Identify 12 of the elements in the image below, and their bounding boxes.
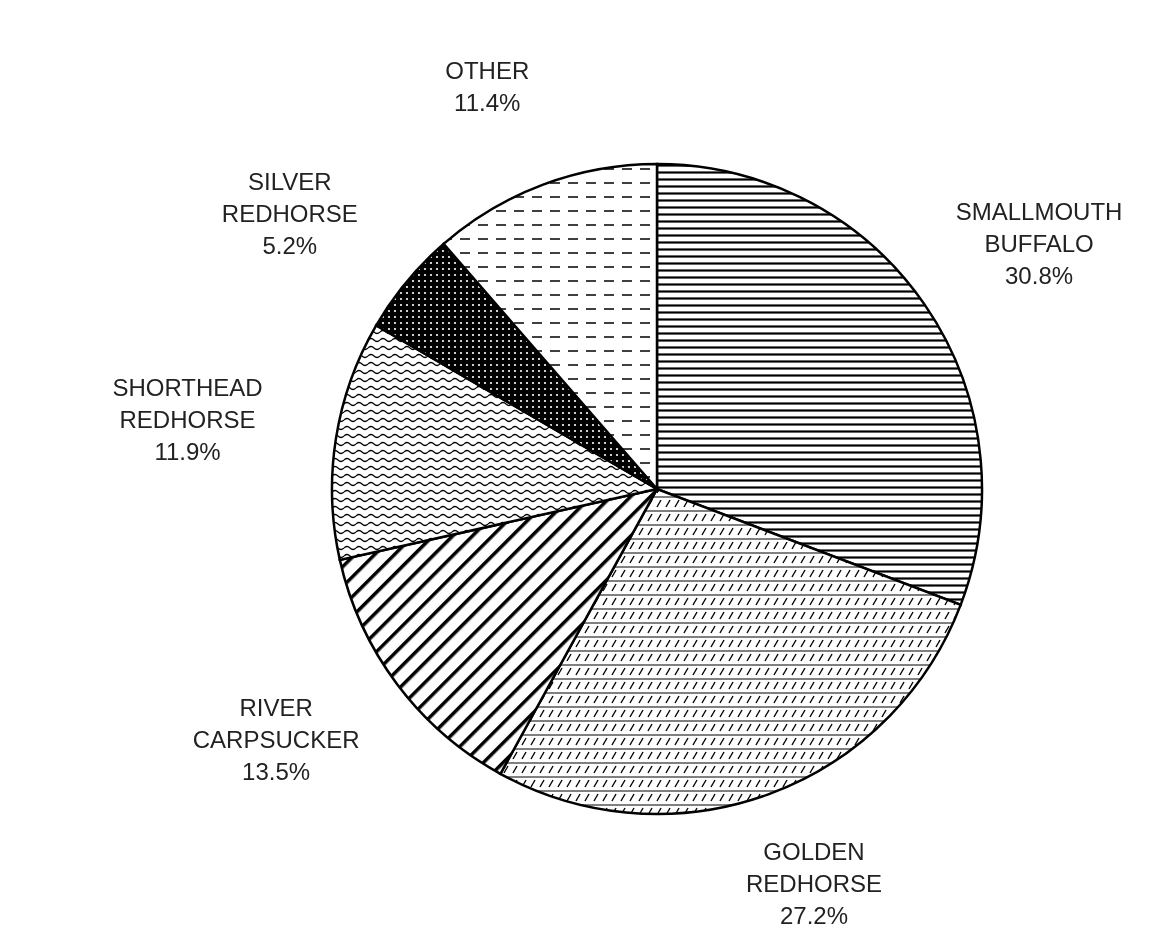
slice-label: SHORTHEAD REDHORSE: [112, 373, 263, 433]
slice-label: SMALLMOUTH BUFFALO: [955, 197, 1123, 257]
slice-label: RIVER CARPSUCKER: [192, 693, 360, 753]
slice-label: OTHER: [445, 56, 530, 84]
data-label: 11.9%: [154, 437, 221, 465]
data-label: 30.8%: [1005, 261, 1074, 289]
data-label: 27.2%: [779, 901, 849, 929]
slice-label: SILVER REDHORSE: [221, 167, 358, 227]
data-label: 13.5%: [242, 757, 311, 785]
data-label: 5.2%: [262, 231, 318, 259]
slice-label: GOLDEN REDHORSE: [745, 837, 882, 897]
data-label: 11.4%: [454, 88, 521, 116]
